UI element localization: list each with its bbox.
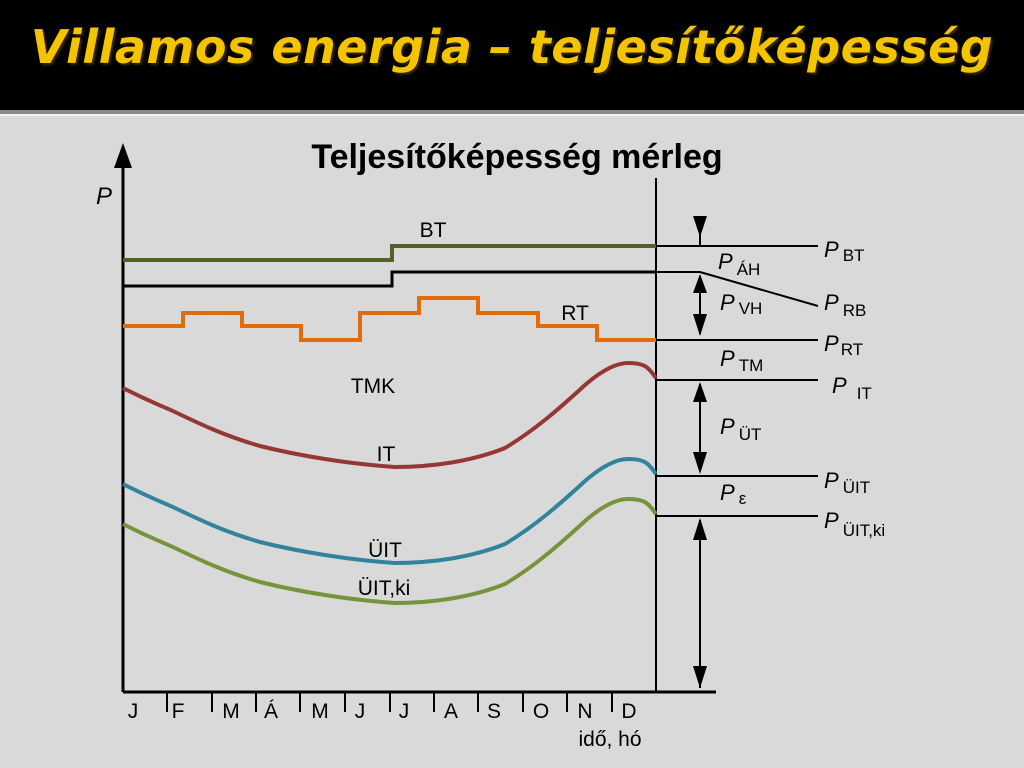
p-it-sub: IT: [857, 384, 872, 403]
month-label: M: [311, 700, 329, 723]
month-label: J: [399, 700, 410, 723]
month-label: O: [533, 700, 549, 723]
svg-text:PVH: P VH: [720, 290, 762, 318]
uit-label: ÜIT: [368, 539, 402, 562]
y-axis-label: P: [96, 183, 112, 210]
title-divider-highlight: [0, 114, 1024, 116]
p-it-main: P: [832, 373, 847, 398]
rt-line: [123, 296, 656, 342]
p-uit-main: P: [824, 468, 839, 493]
p-ah-main: P: [718, 249, 733, 274]
p-bt-sub: BT: [843, 246, 865, 265]
p-ah-sub: ÁH: [737, 260, 761, 279]
p-ut-sub: ÜT: [739, 425, 762, 444]
p-eps-sub: ε: [739, 489, 747, 508]
title-bar: [0, 0, 1024, 110]
svg-text:PÁH: P ÁH: [718, 249, 760, 279]
svg-text:PIT: P IT: [832, 373, 872, 403]
uitki-label: ÜIT,ki: [358, 577, 411, 600]
p-uit-sub: ÜIT: [843, 478, 870, 497]
month-label: N: [577, 700, 592, 723]
it-curve: [122, 360, 658, 470]
p-uitki-main: P: [824, 508, 839, 533]
title-divider: [0, 110, 1024, 114]
svg-text:PRB: P RB: [824, 290, 866, 320]
uitki-curve: [122, 496, 658, 606]
p-rt-sub: RT: [841, 340, 863, 359]
it-label: IT: [377, 443, 396, 466]
svg-text:PBT: P BT: [824, 237, 864, 265]
bt-line: [123, 244, 656, 262]
svg-text:Pε: Pε: [720, 480, 747, 508]
p-bt-main: P: [824, 237, 839, 262]
p-ut-main: P: [720, 414, 735, 439]
diagram-subtitle: Teljesítőképesség mérleg: [311, 138, 722, 176]
month-labels: J F M Á M J J A S O N D: [128, 700, 637, 723]
arrow-heads: [693, 216, 707, 688]
y-axis-arrow: [114, 143, 132, 168]
month-label: S: [487, 700, 501, 723]
rb-line: [123, 270, 656, 288]
p-eps-main: P: [720, 480, 735, 505]
p-tm-main: P: [720, 346, 735, 371]
p-rb-sub: RB: [843, 301, 867, 320]
p-uitki-sub: ÜIT,ki: [843, 521, 886, 540]
tmk-label: TMK: [351, 375, 395, 398]
month-label: D: [621, 700, 636, 723]
reference-lines: [656, 245, 819, 517]
p-tm-sub: TM: [739, 356, 764, 375]
x-axis-label: idő, hó: [578, 728, 641, 751]
uit-curve: [122, 456, 658, 566]
month-label: J: [128, 700, 139, 723]
month-label: F: [172, 700, 185, 723]
rt-label: RT: [561, 302, 589, 325]
svg-text:PTM: P TM: [720, 346, 763, 375]
p-rb-main: P: [824, 290, 839, 315]
month-ticks: [166, 692, 613, 712]
month-label: M: [222, 700, 240, 723]
p-vh-sub: VH: [739, 299, 763, 318]
svg-text:PRT: P RT: [824, 331, 863, 359]
slide-title: Villamos energia – teljesítőképesség: [30, 20, 994, 74]
bt-label: BT: [420, 219, 447, 242]
month-label: Á: [264, 700, 278, 723]
p-rt-main: P: [824, 331, 839, 356]
svg-text:PÜT: P ÜT: [720, 414, 761, 444]
month-label: A: [444, 700, 458, 723]
month-label: J: [355, 700, 366, 723]
p-vh-main: P: [720, 290, 735, 315]
